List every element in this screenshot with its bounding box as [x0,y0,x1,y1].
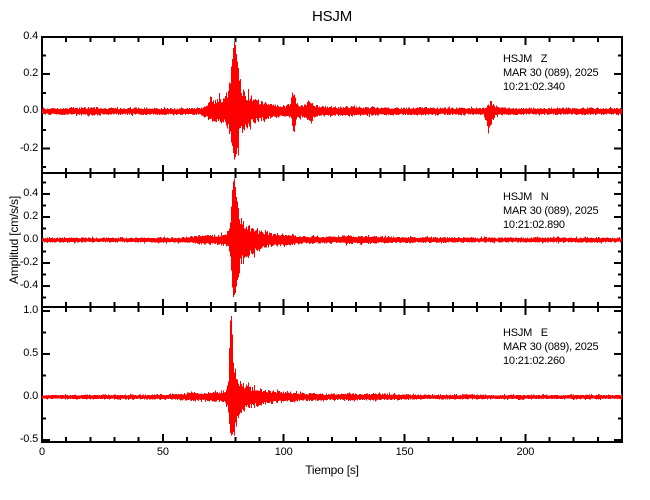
y-tick-label: 0.0 [23,233,38,245]
trace-annotation-n: HSJM N MAR 30 (089), 2025 10:21:02.890 [503,190,599,232]
annotation-line: HSJM E [503,327,548,339]
annotation-line: 10:21:02.260 [503,355,565,367]
y-tick-label: 0.4 [23,187,38,200]
x-axis-label: Tiempo [s] [305,463,359,477]
waveform-trace-z [42,41,622,160]
trace-annotation-z: HSJM Z MAR 30 (089), 2025 10:21:02.340 [503,52,599,94]
panel-box [41,306,623,443]
annotation-line: MAR 30 (089), 2025 [503,67,599,79]
x-tick-label: 150 [395,446,414,458]
annotation-line: 10:21:02.890 [503,219,565,231]
y-tick-label: -0.5 [19,433,38,446]
annotation-line: HSJM N [503,191,549,203]
y-tick-label: -0.2 [19,255,38,268]
x-tick-label: 100 [274,446,293,458]
annotation-line: 10:21:02.340 [503,81,565,93]
waveform-trace-n [42,178,622,297]
y-tick-label: 0.2 [23,67,38,80]
trace-annotation-e: HSJM E MAR 30 (089), 2025 10:21:02.260 [503,326,599,368]
y-tick-label: 0.5 [23,347,38,360]
annotation-line: HSJM Z [503,53,548,65]
x-tick-label: 200 [516,446,535,458]
waveform-trace-e [42,315,622,436]
annotation-line: MAR 30 (089), 2025 [503,341,599,353]
x-tick-label: 50 [156,446,169,458]
annotation-line: MAR 30 (089), 2025 [503,205,599,217]
y-tick-label: 1.0 [23,304,38,317]
y-tick-label: 0.2 [23,210,38,222]
y-tick-label: -0.2 [19,141,38,154]
y-tick-label: 0.0 [23,390,38,403]
y-tick-label: -0.4 [19,278,38,291]
x-tick-label: 0 [39,446,45,458]
y-tick-label: 0.0 [23,104,38,117]
plot-title: HSJM [311,8,353,25]
y-tick-label: 0.4 [23,30,38,42]
